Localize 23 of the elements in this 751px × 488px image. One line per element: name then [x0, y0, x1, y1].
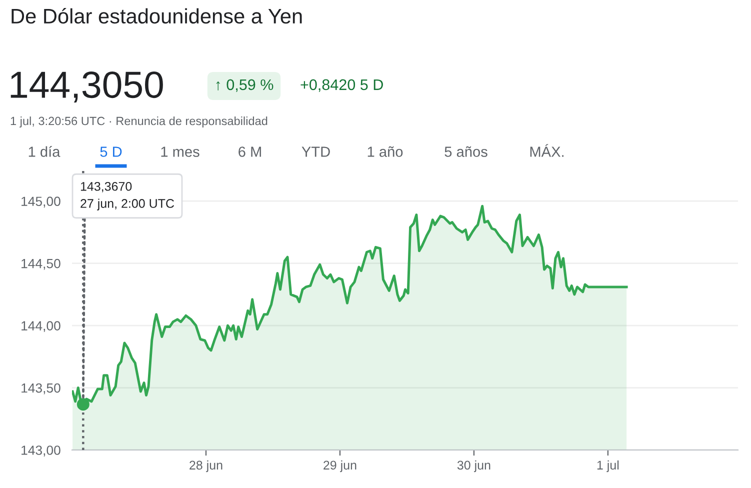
y-tick-label: 144,00 [22, 321, 60, 332]
x-tick-label: 28 jun [190, 460, 222, 472]
text: 5 D [100, 146, 122, 157]
text: 6 M [238, 146, 261, 157]
text: 1 día [28, 146, 60, 157]
text: +0,8420 5 D [300, 79, 383, 92]
chart-title: De Dólar estadounidense a Yen [12, 8, 302, 24]
y-tick-label: 143,00 [22, 446, 60, 456]
y-tick-label: 143,50 [22, 383, 60, 394]
text: 5 años [444, 146, 488, 157]
y-tick-label: 145,00 [22, 196, 60, 208]
text: MÁX. [530, 144, 564, 157]
text: ↑ 0,59 % [216, 79, 274, 92]
y-tick-label: 144,50 [22, 258, 60, 270]
text: 1 jul, 3:20:56 UTC · Renuncia de responsabilidad [10, 116, 268, 128]
x-tick-label: 30 jun [457, 460, 490, 472]
text: YTD [302, 146, 330, 157]
annotation: 143,3670 27 jun, 2:00 UTC [80, 182, 174, 210]
chart-subtitle: 144,3050 [10, 72, 163, 102]
text: 1 mes [161, 146, 200, 157]
x-tick-label: 1 jul [597, 460, 619, 472]
x-tick-label: 29 jun [324, 460, 356, 472]
text: 1 año [368, 146, 403, 157]
